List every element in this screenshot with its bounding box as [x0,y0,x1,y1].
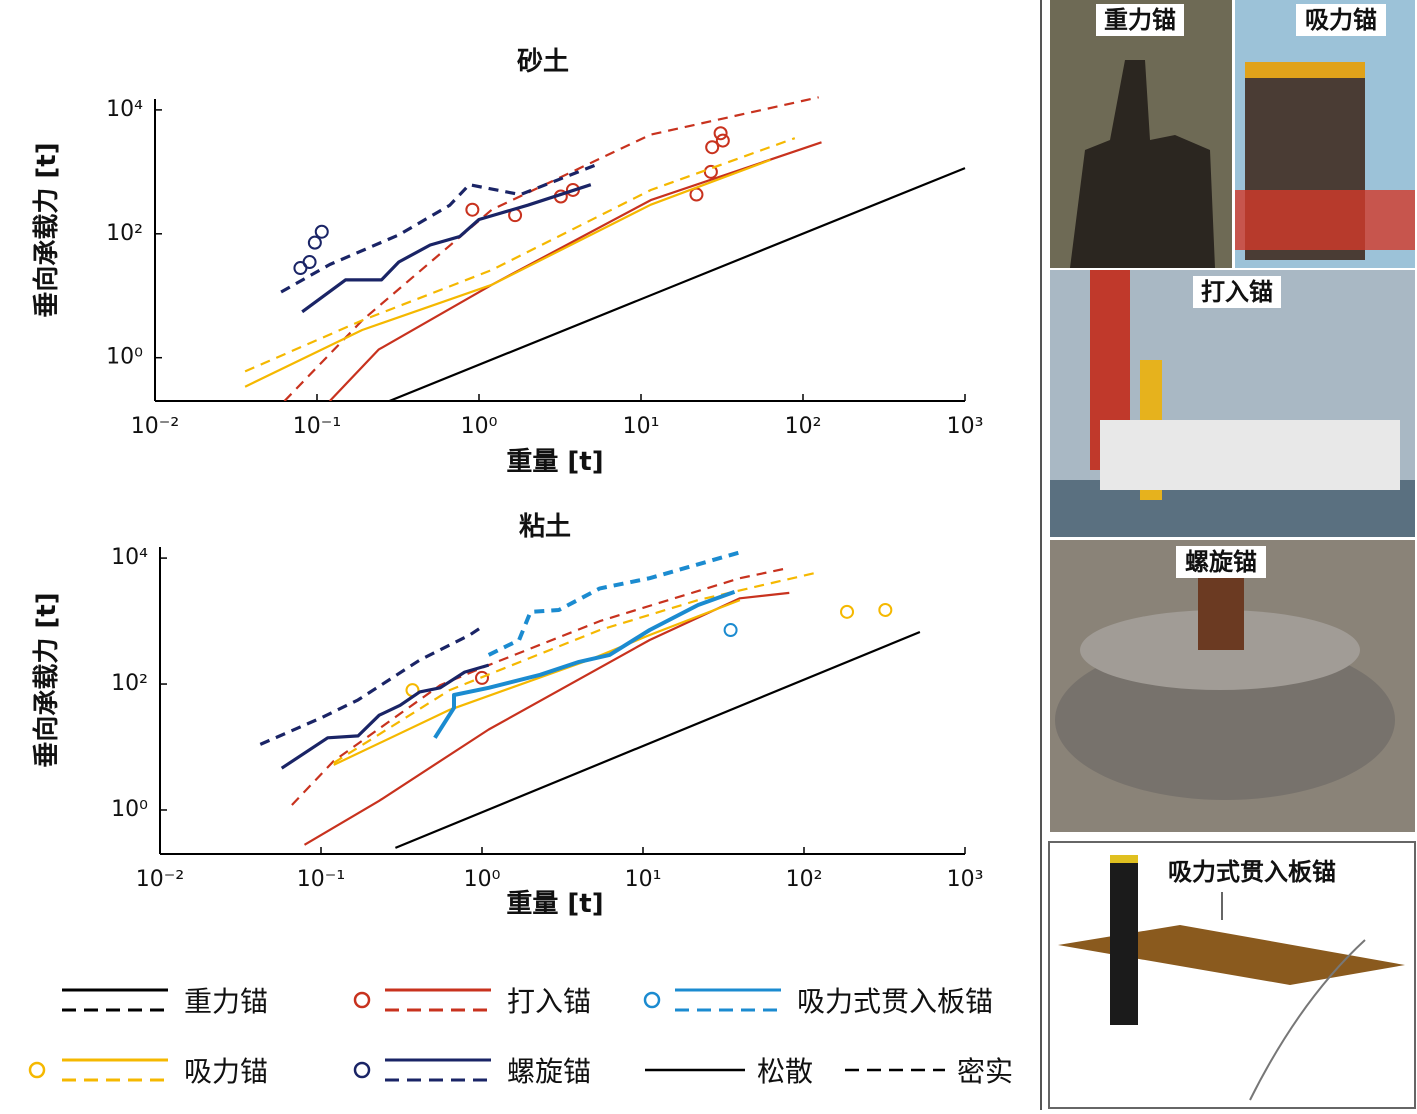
label-bg [1096,4,1184,36]
y-tick-label: 10⁰ [106,345,143,370]
x-tick-label: 10² [786,867,823,892]
photo-label: 打入锚 [1201,278,1273,306]
loose-line [244,158,771,388]
y-axis-label: 垂向承载力 [t] [31,142,62,317]
loose-line [280,663,490,770]
data-point [302,255,317,270]
label-bg [1296,4,1386,36]
y-tick-label: 10⁴ [106,97,143,122]
x-tick-label: 10³ [947,867,984,892]
loose-line [394,630,921,849]
photo-shape [1245,62,1365,78]
legend-label: 打入锚 [507,985,591,1018]
x-tick-label: 10⁻² [131,414,179,439]
loose-line [333,599,741,766]
photo-shape [1235,190,1415,250]
photo-label: 吸力式贯入板锚 [1168,858,1336,886]
label-bg [1176,546,1266,578]
loose-line [329,141,822,401]
legend-marker [28,1061,46,1079]
x-tick-label: 10⁻¹ [293,414,341,439]
x-axis-label: 重量 [t] [506,447,603,477]
data-point [715,133,730,148]
legend-label: 密实 [957,1055,1013,1088]
data-point [475,670,489,685]
photo-label: 吸力锚 [1305,6,1377,34]
legend-label: 螺旋锚 [507,1055,591,1088]
legend-label: 重力锚 [184,985,268,1018]
loose-line [301,183,592,314]
x-tick-label: 10¹ [623,414,660,439]
data-point [703,164,718,179]
x-tick-label: 10⁻² [136,867,184,892]
x-tick-label: 10⁻¹ [297,867,345,892]
photo-panels: 重力锚 吸力锚 打入锚 螺旋锚 吸力式贯入板锚 [1048,0,1416,1109]
label-bg [1193,276,1281,308]
plot-area [244,96,966,401]
x-tick-label: 10³ [947,414,984,439]
loose-line [433,590,736,739]
photo-shape [1070,60,1215,268]
dense-line [244,137,796,373]
legend-label: 吸力锚 [184,1055,268,1088]
data-point [723,623,738,638]
photo-shape [1100,420,1400,490]
photo-shape [1058,925,1405,985]
photo-label: 重力锚 [1104,6,1176,34]
y-tick-label: 10² [106,221,143,246]
data-point [314,224,329,239]
dense-line [333,571,816,764]
data-point [705,140,720,155]
plot-area [259,548,921,849]
data-point [465,202,480,217]
photo-shape [1249,939,1366,1101]
legend-label: 吸力式贯入板锚 [797,985,993,1018]
y-tick-label: 10² [111,671,148,696]
dense-line [283,96,819,401]
data-point [840,604,855,619]
legend-marker [353,1061,371,1079]
y-tick-label: 10⁰ [111,797,148,822]
loose-line [303,591,790,846]
photo-shape [1110,855,1138,1025]
chart-title: 粘土 [519,512,571,542]
x-tick-label: 10² [785,414,822,439]
dense-line [259,626,481,746]
y-axis-label: 垂向承载力 [t] [31,592,62,767]
legend-marker [353,991,371,1009]
x-tick-label: 10¹ [625,867,662,892]
chart-title: 砂土 [517,47,569,77]
dense-line [280,163,597,294]
x-axis-label: 重量 [t] [506,889,603,919]
y-tick-label: 10⁴ [111,545,148,570]
x-tick-label: 10⁰ [461,414,498,439]
loose-line [388,167,966,401]
photo-label: 螺旋锚 [1185,548,1257,576]
data-point [713,126,728,141]
legend-marker [643,991,661,1009]
x-tick-label: 10⁰ [464,867,501,892]
photo-shape [1110,855,1138,863]
dense-line [487,548,746,657]
dense-line [291,566,790,806]
data-point [307,235,322,250]
data-point [878,602,893,617]
data-point [689,187,704,202]
legend-label: 松散 [757,1055,813,1088]
